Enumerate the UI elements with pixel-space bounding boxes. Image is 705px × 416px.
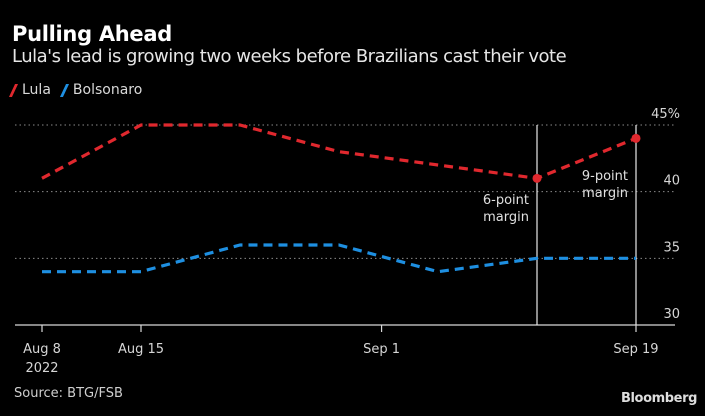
annotation-marker-1 [631, 133, 641, 143]
legend: Lula Bolsonaro [8, 82, 143, 98]
y-tick-label-40: 40 [663, 174, 680, 189]
y-tick-label-35: 35 [663, 240, 680, 255]
legend-item-lula: Lula [8, 82, 51, 98]
y-tick-label-45: 45% [651, 107, 680, 122]
chart-title: Pulling Ahead [12, 22, 172, 46]
annotation-text-1-line2: margin [582, 186, 628, 201]
series-line-bolsonaro [42, 243, 636, 274]
x-tick-label-1: Aug 15 [118, 342, 164, 357]
annotation-marker-0 [532, 173, 542, 183]
annotation-text-0-line2: margin [483, 210, 529, 225]
annotation-text-0-line1: 6-point [483, 193, 529, 208]
legend-item-bolsonaro: Bolsonaro [59, 82, 143, 98]
x-tick-label-2: Sep 1 [363, 342, 400, 357]
annotation-text-1-line1: 9-point [582, 169, 628, 184]
x-tick-label-3: Sep 19 [613, 342, 658, 357]
x-tick-label-0: Aug 8 [23, 342, 61, 357]
chart-subtitle: Lula's lead is growing two weeks before … [12, 46, 567, 67]
source-note: Source: BTG/FSB [14, 386, 123, 401]
x-tick-sublabel-0: 2022 [25, 361, 58, 376]
y-tick-label-30: 30 [663, 307, 680, 322]
series-line-lula [41, 123, 637, 180]
bloomberg-logo: Bloomberg [620, 391, 697, 406]
legend-label-bolsonaro: Bolsonaro [72, 82, 143, 98]
legend-label-lula: Lula [22, 82, 51, 98]
